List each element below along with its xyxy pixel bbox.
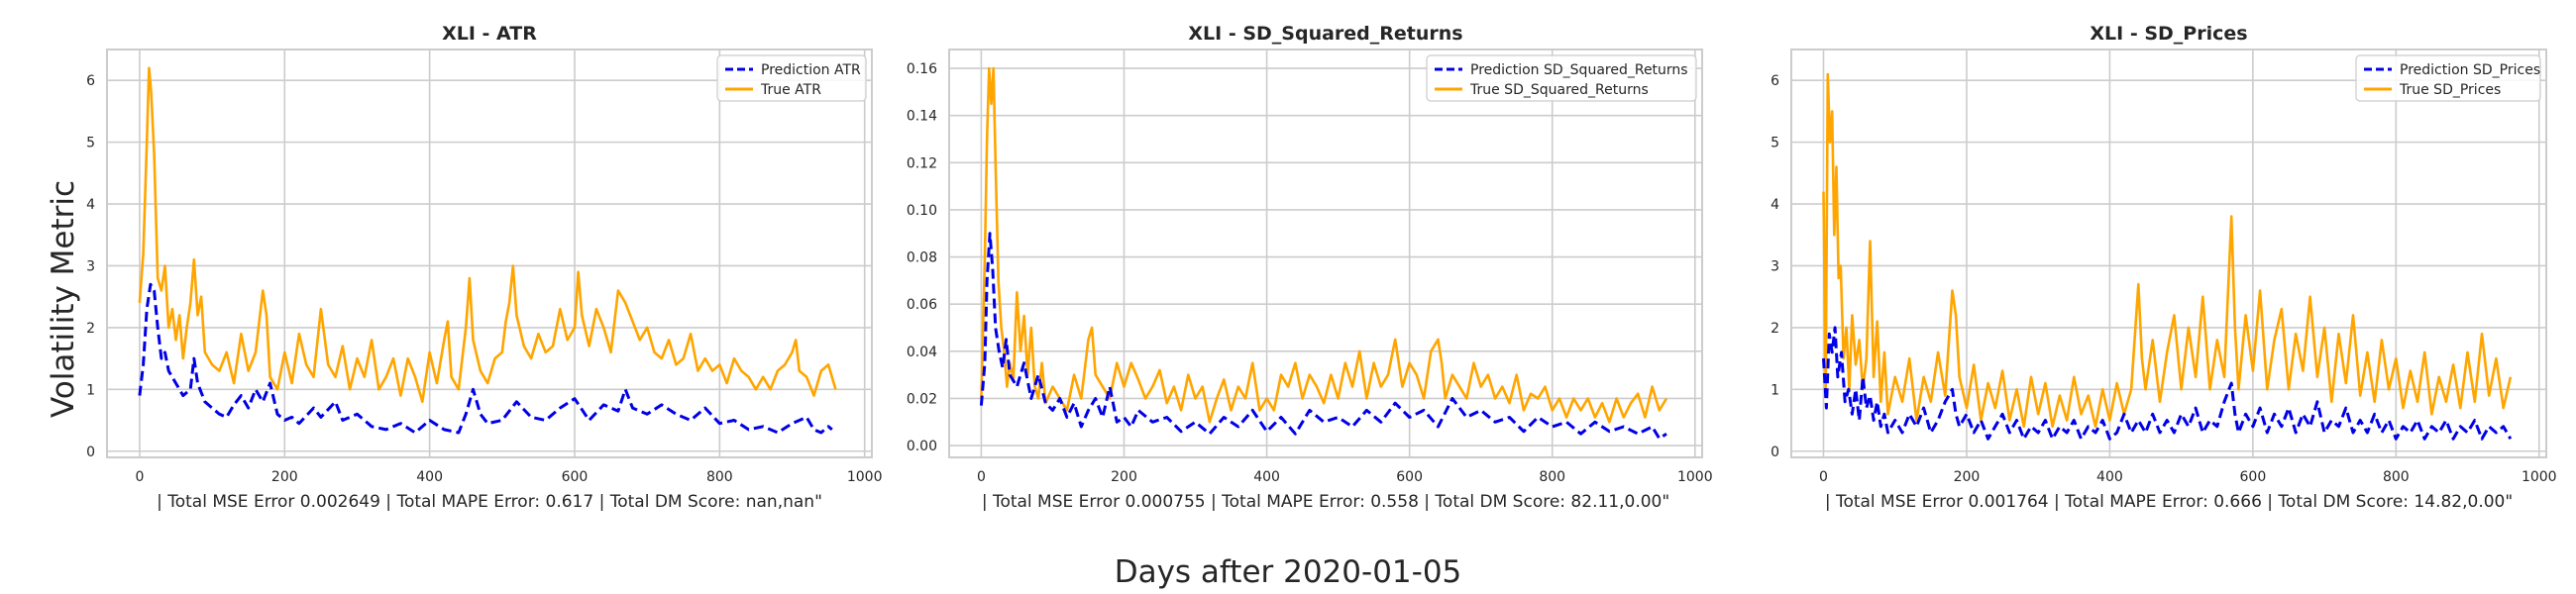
x-tick-label: 0	[1819, 469, 1828, 485]
plot-area	[1791, 50, 2546, 457]
chart-panel-3: 0 200 400 600 800 1000 0 1 2 3 4 5 6 XLI - SD_Prices |…	[1771, 23, 2557, 512]
panel-xlabel: | Total MSE Error 0.000755 | Total MAPE …	[982, 492, 1669, 512]
y-tick-label: 0.06	[907, 297, 937, 313]
prediction-series-line	[1822, 326, 2513, 441]
plot-area	[107, 50, 872, 457]
x-tick-label: 800	[1539, 469, 1565, 485]
legend: Prediction SD_Prices True SD_Prices	[2355, 54, 2541, 102]
x-tick-label: 800	[2383, 469, 2410, 485]
legend-label: Prediction SD_Prices	[2400, 62, 2540, 78]
x-tick-label: 1000	[1677, 469, 1713, 485]
y-tick-label: 3	[86, 258, 95, 274]
x-tick-label: 200	[1111, 469, 1137, 485]
x-tick-label: 600	[1396, 469, 1423, 485]
prediction-series-line	[138, 282, 833, 435]
legend-label: True SD_Prices	[2399, 82, 2501, 98]
plot-area	[949, 50, 1702, 457]
y-tick-label: 4	[86, 197, 95, 213]
y-tick-label: 2	[1771, 321, 1779, 337]
x-tick-label: 800	[706, 469, 733, 485]
true-series-line	[980, 66, 1668, 424]
x-tick-label: 600	[2240, 469, 2267, 485]
y-tick-label: 1	[1771, 382, 1779, 398]
x-tick-label: 400	[2096, 469, 2123, 485]
x-tick-label: 400	[416, 469, 443, 485]
legend-box	[2355, 54, 2541, 102]
y-tick-label: 4	[1771, 197, 1779, 213]
prediction-series-line	[979, 232, 1667, 441]
y-tick-label: 1	[86, 382, 95, 398]
y-tick-label: 3	[1771, 258, 1779, 274]
y-tick-label: 6	[1771, 73, 1779, 89]
x-tick-label: 200	[1954, 469, 1981, 485]
panel-xlabel: | Total MSE Error 0.001764 | Total MAPE …	[1825, 492, 2513, 512]
legend-box	[716, 54, 867, 102]
x-tick-label: 400	[1253, 469, 1280, 485]
x-tick-label: 200	[271, 469, 298, 485]
y-tick-label: 5	[86, 136, 95, 151]
legend-label: True SD_Squared_Returns	[1469, 82, 1649, 98]
legend-label: Prediction SD_Squared_Returns	[1470, 62, 1688, 78]
legend-label: Prediction ATR	[761, 62, 861, 78]
chart-panel-2: 0 200 400 600 800 1000 0.00 0.02 0.04 0.06 0.08 0.1…	[907, 23, 1713, 512]
figure-ylabel: Volatility Metric	[46, 180, 81, 418]
y-tick-label: 0	[1771, 445, 1779, 460]
figure-xlabel: Days after 2020-01-05	[1115, 554, 1462, 590]
y-tick-label: 2	[86, 321, 95, 337]
y-tick-label: 0.08	[907, 250, 937, 266]
panel-title: XLI - ATR	[442, 23, 537, 45]
x-tick-label: 1000	[847, 469, 883, 485]
legend: Prediction ATR True ATR	[716, 54, 867, 102]
legend-box	[1426, 54, 1697, 102]
y-tick-label: 0.00	[907, 439, 937, 454]
x-tick-label: 0	[977, 469, 986, 485]
y-tick-label: 0.02	[907, 391, 937, 407]
y-tick-label: 0.04	[907, 345, 937, 360]
legend-label: True ATR	[760, 82, 821, 98]
chart-panel-1: 0 200 400 600 800 1000 0 1 2 3 4 5 6 XLI - ATR | Total…	[86, 23, 882, 512]
y-tick-label: 0.12	[907, 155, 937, 171]
plot-frame	[106, 49, 873, 458]
y-tick-label: 0.16	[907, 61, 937, 77]
y-tick-label: 0.14	[907, 109, 937, 125]
x-tick-label: 1000	[2522, 469, 2557, 485]
y-tick-label: 5	[1771, 136, 1779, 151]
legend: Prediction SD_Squared_Returns True SD_Squ…	[1426, 54, 1697, 102]
x-tick-label: 600	[562, 469, 589, 485]
y-tick-label: 6	[86, 73, 95, 89]
y-tick-label: 0	[86, 445, 95, 460]
true-series-line	[138, 66, 837, 404]
plot-frame	[948, 49, 1703, 458]
y-tick-label: 0.10	[907, 203, 937, 219]
panel-xlabel: | Total MSE Error 0.002649 | Total MAPE …	[157, 492, 822, 512]
plot-frame	[1790, 49, 2547, 458]
panel-title: XLI - SD_Prices	[2090, 23, 2247, 45]
panel-title: XLI - SD_Squared_Returns	[1188, 23, 1462, 45]
x-tick-label: 0	[135, 469, 144, 485]
